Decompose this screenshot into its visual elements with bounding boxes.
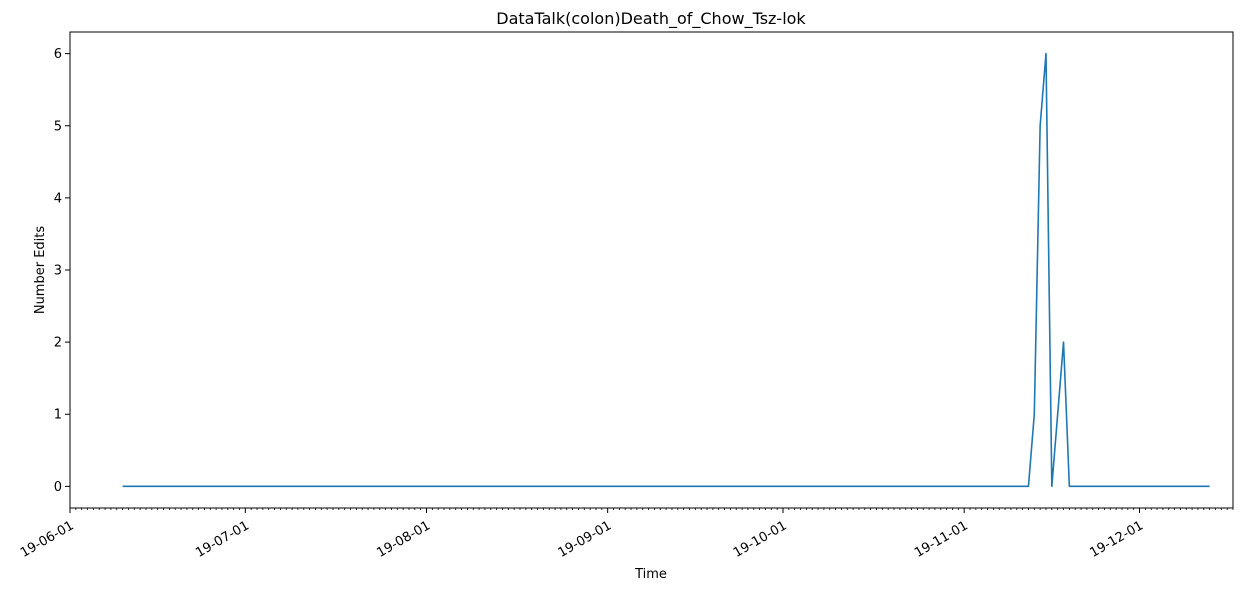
y-tick-label-1: 1	[54, 408, 62, 423]
y-tick-label-5: 5	[54, 119, 62, 134]
y-axis-label: Number Edits	[33, 226, 48, 315]
y-tick-label-0: 0	[54, 480, 62, 495]
plot-frame	[69, 31, 1234, 509]
x-axis-label: Time	[634, 567, 667, 582]
y-tick-label-2: 2	[54, 336, 62, 351]
y-tick-label-3: 3	[54, 264, 62, 279]
chart-title: DataTalk(colon)Death_of_Chow_Tsz-lok	[496, 9, 806, 29]
series-line-0	[122, 52, 1210, 488]
y-tick-label-6: 6	[54, 47, 62, 62]
y-tick-label-4: 4	[54, 191, 62, 206]
